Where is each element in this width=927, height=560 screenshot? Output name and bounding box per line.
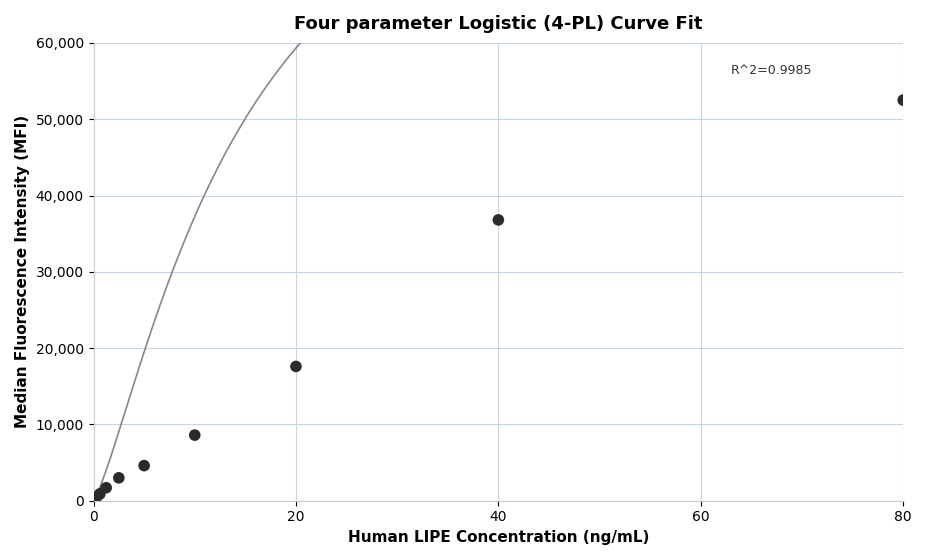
Point bbox=[111, 473, 126, 482]
Point bbox=[93, 489, 108, 498]
Text: R^2=0.9985: R^2=0.9985 bbox=[731, 64, 813, 77]
Title: Four parameter Logistic (4-PL) Curve Fit: Four parameter Logistic (4-PL) Curve Fit bbox=[294, 15, 703, 33]
Point bbox=[89, 492, 104, 501]
Y-axis label: Median Fluorescence Intensity (MFI): Median Fluorescence Intensity (MFI) bbox=[15, 115, 30, 428]
Point bbox=[187, 431, 202, 440]
Point bbox=[895, 96, 910, 105]
Point bbox=[288, 362, 303, 371]
Point bbox=[491, 216, 506, 225]
Point bbox=[136, 461, 151, 470]
Point bbox=[99, 483, 114, 492]
X-axis label: Human LIPE Concentration (ng/mL): Human LIPE Concentration (ng/mL) bbox=[348, 530, 649, 545]
